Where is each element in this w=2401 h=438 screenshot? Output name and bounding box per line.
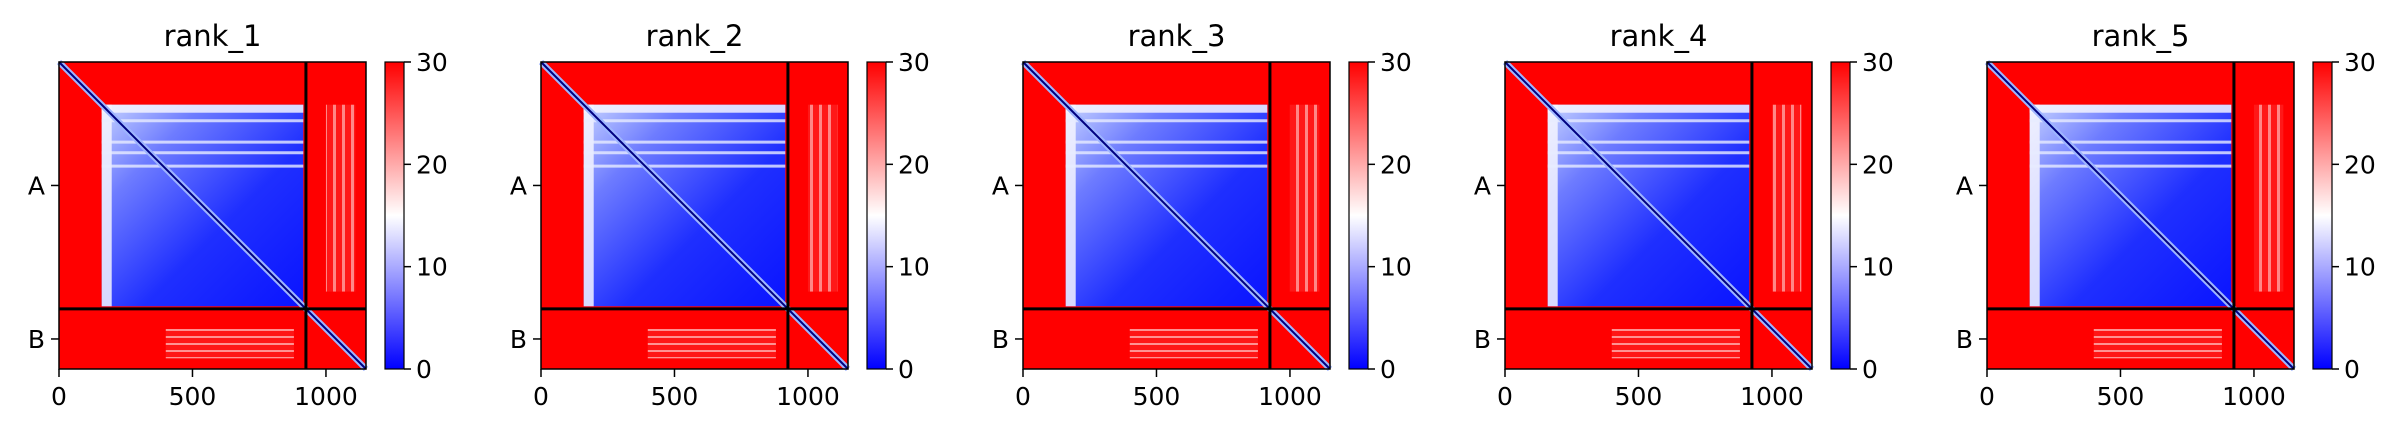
heatmap-offdiag-ba — [1129, 328, 1258, 359]
heatmap-edge-band — [1547, 104, 1558, 307]
heatmap-diagonal — [540, 61, 849, 370]
colorbar-tick-label: 10 — [1380, 253, 1412, 282]
heatmap-diagonal — [1986, 61, 2295, 370]
colorbar-tick-label: 30 — [1380, 48, 1412, 77]
heatmap-edge-band — [101, 104, 112, 307]
colorbar-tick-label: 20 — [1862, 150, 1894, 179]
colorbar-tick-label: 10 — [2344, 253, 2376, 282]
heatmap-edge-band — [1547, 104, 1750, 113]
panel-title: rank_2 — [646, 19, 744, 53]
x-tick-label: 0 — [1979, 382, 1995, 411]
axes-frame — [1504, 61, 1813, 370]
colorbar-tick-label: 0 — [2344, 355, 2360, 384]
colorbar-tick-label: 0 — [1380, 355, 1396, 384]
x-tick-label: 0 — [533, 382, 549, 411]
colorbar-tick-label: 0 — [1862, 355, 1878, 384]
heatmap-offdiag-ab — [1289, 104, 1320, 292]
x-tick-label: 500 — [1133, 382, 1181, 411]
x-tick-label: 500 — [2097, 382, 2145, 411]
heatmap-offdiag-ab — [807, 104, 838, 292]
y-tick-label: B — [510, 325, 527, 354]
heatmap-offdiag-ab — [325, 104, 356, 292]
x-tick-label: 1000 — [1258, 382, 1322, 411]
y-tick-label: A — [992, 171, 1009, 200]
colorbar-tick-label: 30 — [416, 48, 448, 77]
heatmap-edge-band — [1065, 104, 1076, 307]
heatmap-edge-band — [1065, 104, 1268, 113]
axes-frame — [1022, 61, 1331, 370]
heatmap-edge-band — [583, 104, 594, 307]
colorbar — [1348, 61, 1369, 370]
colorbar-tick-label: 20 — [1380, 150, 1412, 179]
x-tick-label: 0 — [1497, 382, 1513, 411]
heatmap-offdiag-ba — [2093, 328, 2222, 359]
colorbar-tick-label: 10 — [416, 253, 448, 282]
heatmap-offdiag-ba — [647, 328, 776, 359]
heatmap-offdiag-ab — [2253, 104, 2284, 292]
colorbar-tick-label: 20 — [416, 150, 448, 179]
heatmap-edge-band — [2029, 104, 2040, 307]
colorbar-tick-label: 20 — [898, 150, 930, 179]
colorbar-tick-label: 0 — [416, 355, 432, 384]
x-tick-label: 500 — [651, 382, 699, 411]
axes-frame — [58, 61, 367, 370]
heatmap-offdiag-ab — [1771, 104, 1802, 292]
colorbar — [866, 61, 887, 370]
colorbar — [2312, 61, 2333, 370]
heatmap-edge-band — [2029, 104, 2232, 113]
colorbar-tick-label: 20 — [2344, 150, 2376, 179]
panel-title: rank_3 — [1128, 19, 1226, 53]
x-tick-label: 1000 — [776, 382, 840, 411]
x-tick-label: 1000 — [294, 382, 358, 411]
axes-frame — [540, 61, 849, 370]
y-tick-label: A — [510, 171, 527, 200]
y-tick-label: B — [1956, 325, 1973, 354]
heatmap-diagonal — [58, 61, 367, 370]
y-tick-label: A — [1474, 171, 1491, 200]
heatmap-offdiag-ba — [1611, 328, 1740, 359]
x-tick-label: 500 — [169, 382, 217, 411]
colorbar-tick-label: 30 — [898, 48, 930, 77]
heatmap-diagonal — [1504, 61, 1813, 370]
y-tick-label: B — [992, 325, 1009, 354]
y-tick-label: A — [28, 171, 45, 200]
panel-title: rank_5 — [2092, 19, 2190, 53]
y-tick-label: B — [1474, 325, 1491, 354]
colorbar — [384, 61, 405, 370]
heatmap-diagonal — [1022, 61, 1331, 370]
colorbar-tick-label: 0 — [898, 355, 914, 384]
colorbar-tick-label: 30 — [1862, 48, 1894, 77]
panel-title: rank_1 — [164, 19, 262, 53]
y-tick-label: A — [1956, 171, 1973, 200]
x-tick-label: 0 — [1015, 382, 1031, 411]
panel-title: rank_4 — [1610, 19, 1708, 53]
heatmap-offdiag-ba — [165, 328, 294, 359]
x-tick-label: 1000 — [2222, 382, 2286, 411]
x-tick-label: 500 — [1615, 382, 1663, 411]
heatmap-edge-band — [101, 104, 304, 113]
colorbar-tick-label: 30 — [2344, 48, 2376, 77]
colorbar-tick-label: 10 — [898, 253, 930, 282]
x-tick-label: 0 — [51, 382, 67, 411]
colorbar-tick-label: 10 — [1862, 253, 1894, 282]
x-tick-label: 1000 — [1740, 382, 1804, 411]
heatmap-edge-band — [583, 104, 786, 113]
axes-frame — [1986, 61, 2295, 370]
y-tick-label: B — [28, 325, 45, 354]
colorbar — [1830, 61, 1851, 370]
